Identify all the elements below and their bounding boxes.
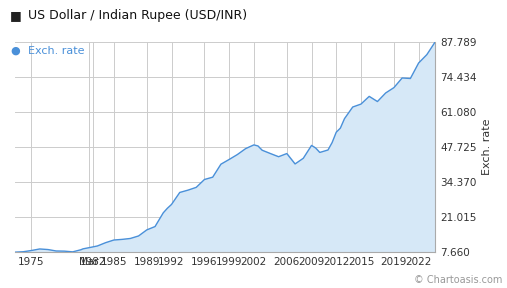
Text: ●: ● (10, 46, 20, 56)
Text: © Chartoasis.com: © Chartoasis.com (414, 275, 502, 285)
Text: US Dollar / Indian Rupee (USD/INR): US Dollar / Indian Rupee (USD/INR) (28, 9, 247, 22)
Text: Exch. rate: Exch. rate (28, 46, 84, 56)
Y-axis label: Exch. rate: Exch. rate (482, 119, 492, 175)
Text: ■: ■ (10, 9, 22, 22)
